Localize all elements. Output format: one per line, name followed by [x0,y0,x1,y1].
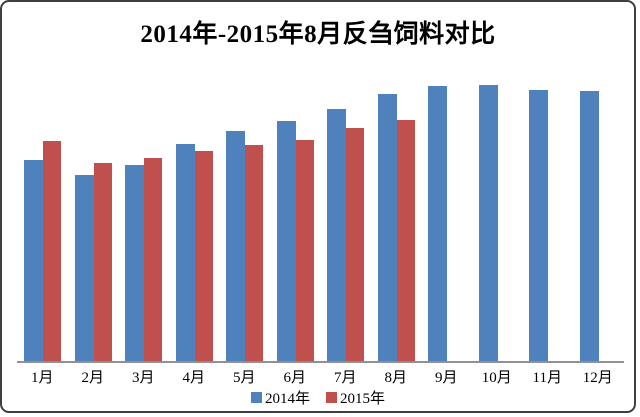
legend-swatch-2014-icon [250,392,262,403]
x-axis-label-11月: 11月 [532,370,562,386]
x-axis-label-7月: 7月 [333,370,357,386]
category-slot-1月 [17,61,68,361]
bar-2014年-3月 [125,165,144,361]
category-slot-5月 [219,61,270,361]
category-slot-4月 [169,61,220,361]
category-slot-12月 [573,61,624,361]
bar-2014年-11月 [529,90,548,361]
bar-2014年-10月 [478,85,498,361]
x-axis-label-6月: 6月 [283,370,306,386]
category-slot-6月 [270,61,321,361]
plot-area [17,61,624,363]
x-axis-label-2月: 2月 [81,370,104,386]
bar-2015年-7月 [346,128,364,361]
x-axis-labels: 1月 2月 3月 4月 5月 6月 7月 8月 9月 10月 11月 12月 [17,366,624,387]
category-slot-8月 [371,61,422,361]
x-axis-label-3月: 3月 [131,370,155,386]
bar-2014年-9月 [428,86,447,361]
x-axis-label-12月: 12月 [582,370,613,386]
chart-title: 2014年-2015年8月反刍饲料对比 [140,21,496,48]
legend-item-2014: 2014年 [250,387,310,408]
legend-swatch-2015-icon [326,392,337,403]
legend-label-2014: 2014年 [264,391,310,407]
bar-2014年-8月 [377,94,397,361]
bar-2015年-4月 [194,151,213,361]
x-axis-label-1月: 1月 [30,370,54,386]
x-axis-label-5月: 5月 [232,370,256,386]
bar-2014年-6月 [276,121,296,361]
bar-2015年-8月 [396,120,415,361]
x-axis-label-4月: 4月 [182,370,205,386]
bar-2014年-5月 [226,131,245,361]
category-slot-2月 [68,61,119,361]
bar-2014年-4月 [175,144,195,361]
legend-item-2015: 2015年 [326,387,385,408]
legend-label-2015: 2015年 [340,391,386,407]
category-slot-3月 [118,61,169,361]
x-axis-label-10月: 10月 [481,370,512,386]
bar-2015年-3月 [144,158,162,361]
category-slot-7月 [320,61,371,361]
x-axis-label-8月: 8月 [384,370,407,386]
bar-2014年-7月 [327,109,346,361]
bar-2015年-2月 [93,163,112,361]
category-slot-11月 [522,61,573,361]
legend: 2014年 2015年 [2,387,634,408]
bar-2014年-12月 [579,91,599,361]
category-slot-10月 [472,61,523,361]
bar-2014年-1月 [24,160,43,361]
category-slot-9月 [421,61,472,361]
bar-2015年-6月 [295,140,314,361]
x-axis-label-9月: 9月 [434,370,458,386]
bar-2015年-5月 [245,145,263,361]
bar-2014年-2月 [74,175,94,361]
bar-2015年-1月 [43,141,61,361]
